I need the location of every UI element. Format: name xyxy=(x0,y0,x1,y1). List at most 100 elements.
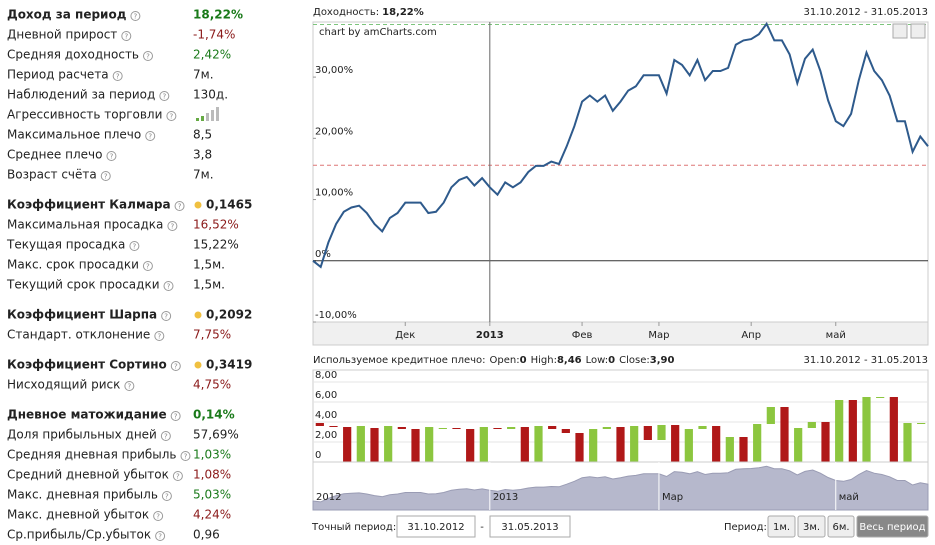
date-input[interactable] xyxy=(396,515,476,538)
candle-body xyxy=(780,407,789,462)
stat-value: 0,14% xyxy=(193,408,235,422)
dot xyxy=(194,311,202,319)
candle-body xyxy=(753,424,762,462)
candle-body xyxy=(766,407,775,424)
date-range: 31.10.2012 - 31.05.2013 xyxy=(804,355,928,366)
candle-body xyxy=(561,429,570,433)
help-icon xyxy=(161,311,172,321)
stat-label: Максимальная просадка xyxy=(7,218,163,232)
stat-label: Доход за период xyxy=(7,8,127,22)
candle-body xyxy=(384,426,393,462)
help-icon-text: ? xyxy=(184,453,188,461)
y-tick-label: 10,00% xyxy=(315,188,353,199)
help-icon-text: ? xyxy=(165,493,169,501)
stat-value: 5,03% xyxy=(193,488,231,502)
stat-label: Дневной прирост xyxy=(7,28,117,42)
candle-body xyxy=(835,400,844,462)
stat-value: 7м. xyxy=(193,68,214,82)
period-button[interactable] xyxy=(767,515,796,538)
stat-value: 2,42% xyxy=(193,48,231,62)
help-icon-text: ? xyxy=(156,513,160,521)
stat-label: Среднее плечо xyxy=(7,148,102,162)
navigator-label: май xyxy=(839,492,859,503)
help-icon xyxy=(130,11,141,21)
candle-body xyxy=(507,427,516,429)
stat-label: Максимальное плечо xyxy=(7,128,141,142)
period-button[interactable] xyxy=(856,515,929,538)
stat-value: 4,75% xyxy=(193,378,231,392)
stat-label: Макс. дневной убыток xyxy=(7,508,149,522)
help-icon-text: ? xyxy=(134,13,138,21)
candle-body xyxy=(575,433,584,462)
candle-body xyxy=(671,425,680,462)
help-icon-text: ? xyxy=(128,383,132,391)
y-tick-label: 0 xyxy=(315,450,321,461)
candle-body xyxy=(643,426,652,440)
candle-body xyxy=(452,428,461,429)
period-button[interactable] xyxy=(797,515,826,538)
period-button[interactable] xyxy=(827,515,855,538)
candle-body xyxy=(589,429,598,462)
help-icon-text: ? xyxy=(171,223,175,231)
candle-body xyxy=(411,429,420,462)
candle-body xyxy=(712,426,721,462)
candle-body xyxy=(356,426,365,462)
help-icon-text: ? xyxy=(174,363,178,371)
help-icon-text: ? xyxy=(116,73,120,81)
date-range: 31.10.2012 - 31.05.2013 xyxy=(804,7,928,18)
help-icon-text: ? xyxy=(164,433,168,441)
aggression-bar xyxy=(206,113,209,121)
stat-value: 15,22% xyxy=(193,238,239,252)
help-icon-text: ? xyxy=(133,243,137,251)
help-icon-text: ? xyxy=(174,413,178,421)
date-to: 31.05.2013 xyxy=(501,522,558,533)
help-icon xyxy=(129,241,140,251)
help-icon xyxy=(163,281,174,291)
candle-body xyxy=(343,427,352,462)
candle-body xyxy=(684,429,693,462)
icon-eraser[interactable] xyxy=(892,23,908,39)
help-icon xyxy=(143,51,153,61)
help-icon xyxy=(166,111,177,121)
summary-name: Close: xyxy=(619,355,650,366)
stat-value: 0,96 xyxy=(193,528,220,542)
help-icon xyxy=(106,151,117,161)
navigator-label: 2012 xyxy=(316,492,341,503)
candle-body xyxy=(315,423,324,426)
candle-body xyxy=(821,422,830,462)
summary-name: Open: xyxy=(490,355,520,366)
x-tick-label: Мар xyxy=(648,330,669,341)
aggression-bar xyxy=(196,118,199,121)
candle-body xyxy=(602,427,611,429)
stat-value: -1,74% xyxy=(193,28,235,42)
candle-body xyxy=(438,428,447,429)
stat-label: Коэффициент Сортино xyxy=(7,358,167,372)
candle-body xyxy=(889,397,898,462)
summary-value: 0 xyxy=(520,355,527,366)
stat-label: Наблюдений за период xyxy=(7,88,155,102)
stat-label: Дневное матожидание xyxy=(7,408,167,422)
help-icon-text: ? xyxy=(176,473,180,481)
candle-body xyxy=(548,426,557,429)
navigator-area xyxy=(312,465,929,511)
period-button-label: 3м. xyxy=(803,522,820,533)
candle-body xyxy=(848,400,857,462)
chart-title-value: 18,22% xyxy=(382,7,424,18)
plot-area xyxy=(312,21,929,323)
help-icon-text: ? xyxy=(164,313,168,321)
aggression-bar xyxy=(201,116,204,121)
help-icon xyxy=(172,471,183,481)
help-icon xyxy=(161,491,172,501)
help-icon-text: ? xyxy=(146,263,150,271)
candle-body xyxy=(479,427,488,462)
help-icon xyxy=(159,91,170,101)
stat-value: 130д. xyxy=(193,88,228,102)
icon-pen[interactable] xyxy=(910,23,926,39)
x-tick-label: май xyxy=(826,330,846,341)
stat-label: Нисходящий риск xyxy=(7,378,120,392)
candle-body xyxy=(807,422,816,428)
stat-label: Средний дневной убыток xyxy=(7,468,169,482)
y-tick-label: 30,00% xyxy=(315,65,353,76)
date-input[interactable] xyxy=(489,515,571,538)
help-icon-text: ? xyxy=(170,113,174,121)
